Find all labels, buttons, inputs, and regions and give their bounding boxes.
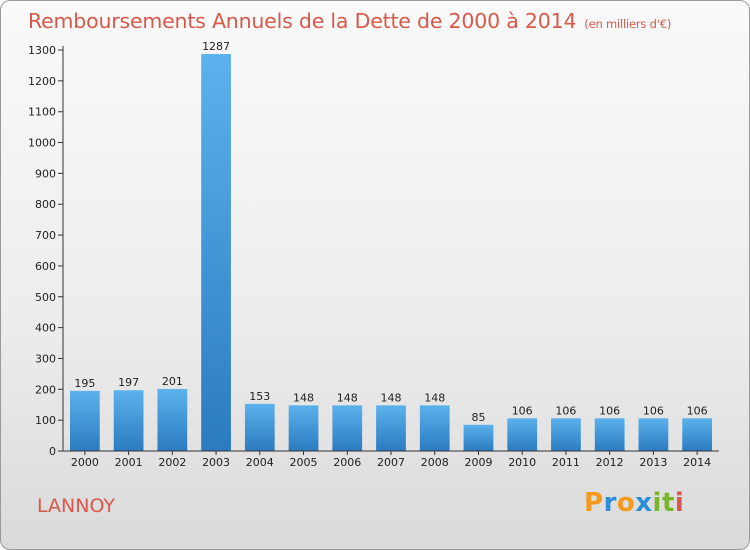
logo-letter: i [674, 488, 685, 518]
y-tick-label: 1000 [28, 137, 56, 150]
y-tick-label: 200 [35, 383, 56, 396]
bar-value-label: 153 [249, 390, 270, 403]
x-tick-label: 2011 [552, 456, 580, 469]
bar-value-label: 1287 [202, 40, 230, 53]
y-tick-label: 400 [35, 322, 56, 335]
bars: 195 197 201 1287 153 148 148 148 148 85 106 106 106 1… [69, 40, 713, 451]
bar-value-label: 85 [471, 411, 485, 424]
logo-letter: o [616, 488, 636, 518]
bar [69, 390, 100, 451]
bar [288, 405, 319, 451]
bar-value-label: 106 [643, 404, 664, 417]
bar [376, 405, 406, 451]
y-tick-label: 1100 [28, 106, 56, 119]
y-tick-label: 0 [49, 445, 56, 458]
bar-value-label: 148 [381, 391, 402, 404]
bar [332, 405, 363, 451]
y-tick-label: 1300 [28, 44, 56, 57]
chart-unit: (en milliers d'€) [584, 17, 672, 31]
x-tick-label: 2014 [683, 456, 711, 469]
bar [419, 405, 450, 451]
bar [551, 418, 581, 451]
x-tick-label: 2005 [290, 456, 318, 469]
bar [201, 54, 231, 451]
bar-value-label: 201 [162, 375, 183, 388]
x-tick-label: 2009 [464, 456, 492, 469]
x-tick-label: 2004 [246, 456, 274, 469]
logo-letter: t [661, 488, 675, 518]
y-tick-label: 100 [35, 414, 56, 427]
bar-value-label: 106 [687, 404, 708, 417]
chart-title-text: Remboursements Annuels de la Dette de 20… [28, 9, 577, 33]
x-tick-label: 2008 [421, 456, 449, 469]
bar [594, 418, 625, 451]
y-tick-label: 500 [35, 291, 56, 304]
y-tick-label: 600 [35, 260, 56, 273]
chart-title: Remboursements Annuels de la Dette de 20… [28, 9, 671, 33]
x-tick-label: 2010 [508, 456, 536, 469]
bar-value-label: 195 [74, 377, 95, 390]
x-tick-label: 2001 [115, 456, 143, 469]
bar [463, 424, 494, 451]
y-tick-label: 900 [35, 167, 56, 180]
bar [157, 388, 188, 451]
x-tick-label: 2003 [202, 456, 230, 469]
bar-value-label: 106 [555, 404, 576, 417]
bar [113, 390, 144, 451]
bar-value-label: 148 [424, 391, 445, 404]
bar [244, 403, 275, 451]
bar-value-label: 148 [293, 391, 314, 404]
bar-value-label: 106 [599, 404, 620, 417]
y-tick-label: 800 [35, 198, 56, 211]
proxiti-logo: Proxiti [584, 488, 684, 518]
logo-letter: r [603, 488, 617, 518]
bar [507, 418, 538, 451]
x-axis: 2000 2001 2002 2003 2004 2005 2006 2007 2008 2009… [63, 450, 719, 469]
y-tick-label: 300 [35, 352, 56, 365]
x-tick-label: 2013 [639, 456, 667, 469]
bar-value-label: 106 [512, 404, 533, 417]
y-axis: 0 100 200 300 400 500 600 700 800 900 1000 1100 1200… [28, 44, 64, 458]
bar [682, 418, 713, 451]
x-tick-label: 2012 [596, 456, 624, 469]
bar [638, 418, 669, 451]
y-tick-label: 700 [35, 229, 56, 242]
logo-letter: x [635, 488, 653, 518]
bar-value-label: 197 [118, 376, 139, 389]
x-tick-label: 2000 [71, 456, 99, 469]
logo-letter: i [652, 488, 662, 518]
x-tick-label: 2007 [377, 456, 405, 469]
place-name: LANNOY [37, 495, 115, 517]
x-tick-label: 2006 [333, 456, 361, 469]
y-tick-label: 1200 [28, 75, 56, 88]
logo-letter: P [584, 488, 604, 518]
x-tick-label: 2002 [158, 456, 186, 469]
bar-value-label: 148 [337, 391, 358, 404]
